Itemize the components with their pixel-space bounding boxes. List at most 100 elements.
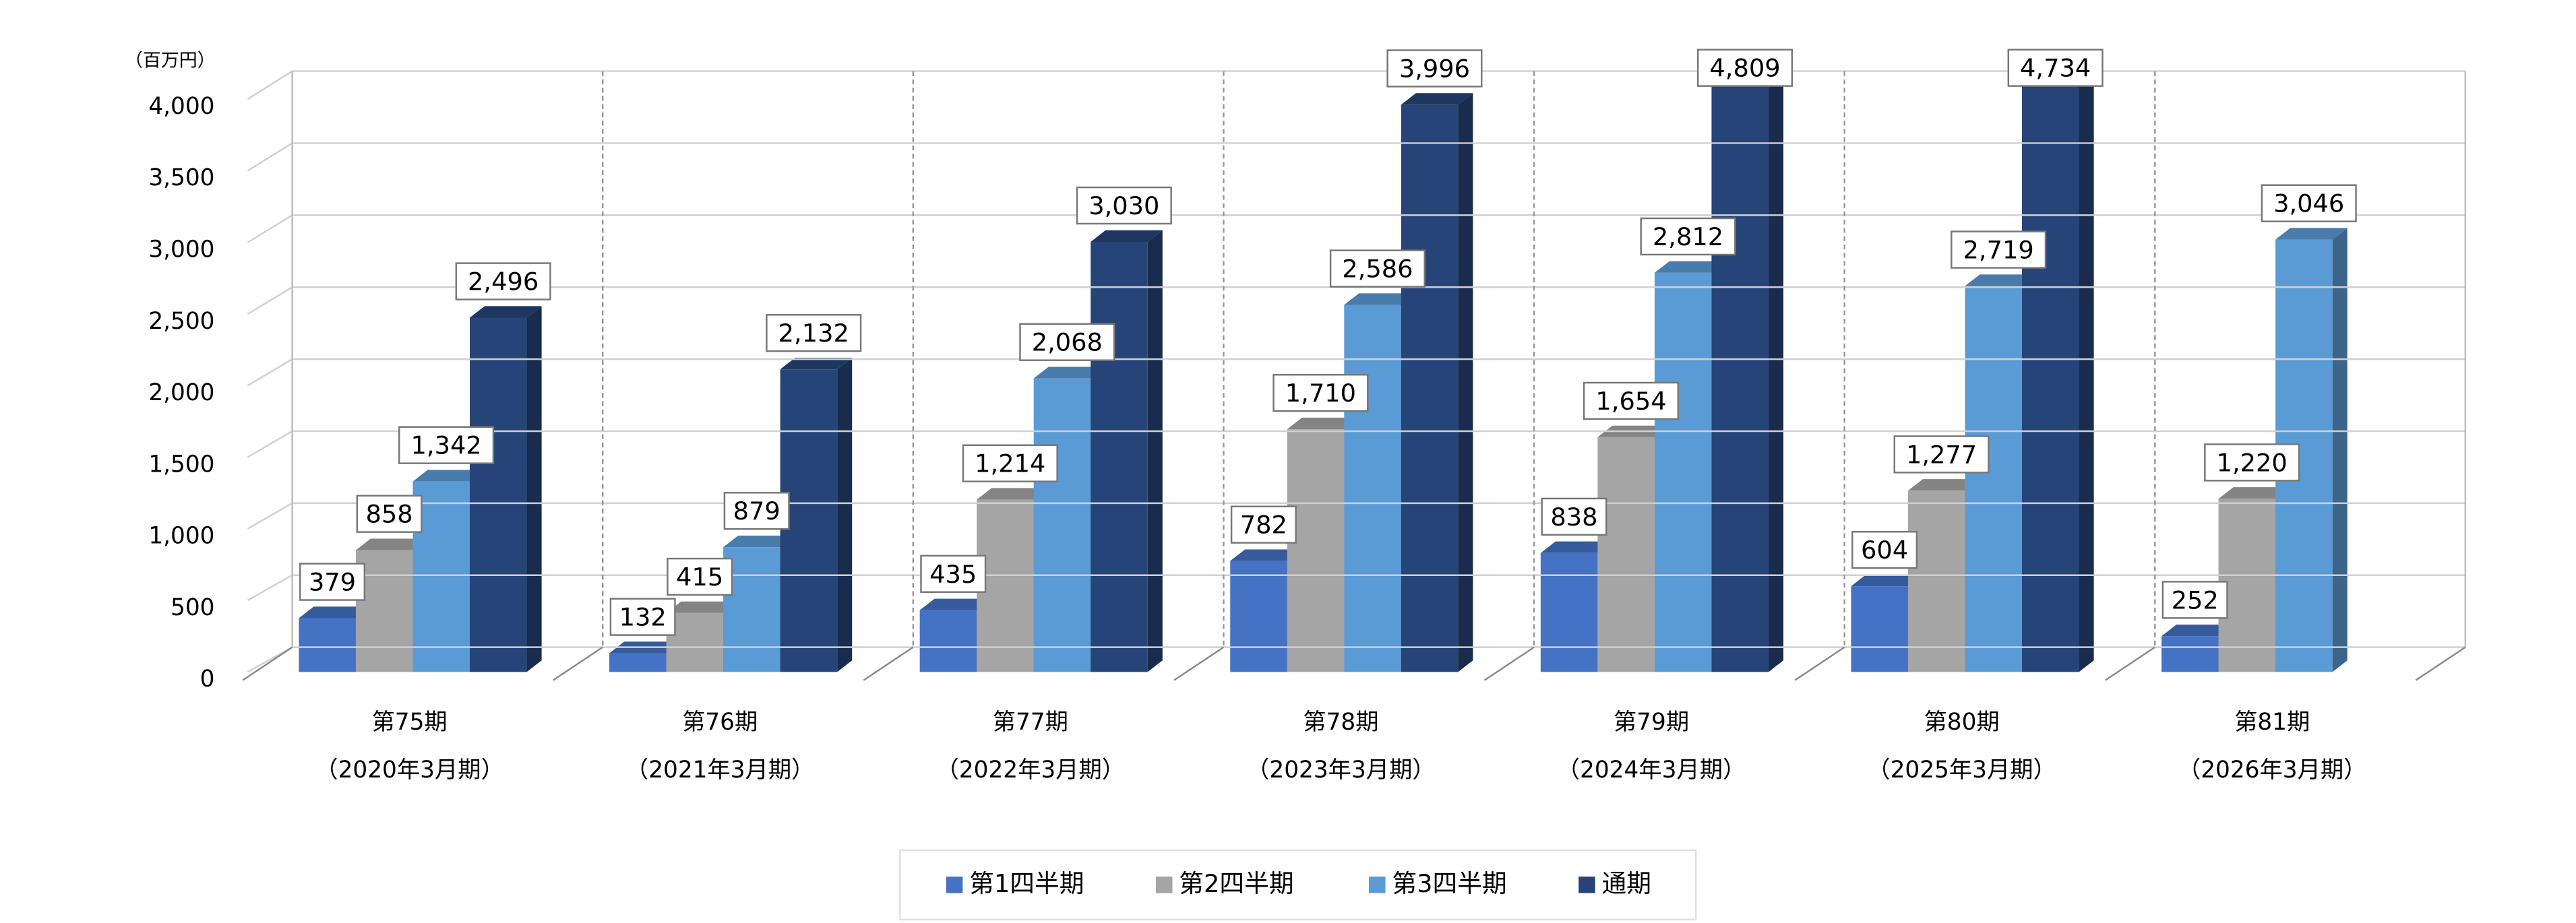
- floor-divider: [1173, 646, 1225, 681]
- bar: [2161, 636, 2219, 672]
- y-tick-label: 2,000: [148, 379, 214, 406]
- floor-divider: [553, 646, 603, 681]
- value-label-box: [1272, 374, 1369, 412]
- value-label-box: [1851, 531, 1918, 569]
- legend-swatch: [1578, 877, 1595, 893]
- value-label-box: [1541, 497, 1607, 536]
- value-label: 1,342: [411, 431, 482, 460]
- value-label: 1,220: [2217, 448, 2288, 477]
- legend-swatch: [1156, 877, 1173, 893]
- bar-top: [1230, 549, 1302, 561]
- value-label-box: [1583, 381, 1680, 420]
- y-tick-label: 3,000: [148, 236, 214, 263]
- value-label: 879: [733, 497, 780, 526]
- grid-line-side: [247, 286, 293, 315]
- bar: [1654, 272, 1712, 672]
- bar: [2022, 81, 2079, 672]
- bar: [1965, 286, 2023, 672]
- unit-label: （百万円）: [125, 50, 216, 71]
- bar: [1091, 241, 1148, 672]
- bar-top: [299, 606, 371, 618]
- value-label-box: [356, 495, 423, 533]
- bar-top: [1907, 479, 1980, 491]
- value-label: 4,734: [2020, 54, 2091, 83]
- bar: [299, 618, 356, 672]
- floor-divider: [2105, 646, 2155, 681]
- value-label: 379: [309, 568, 356, 597]
- bar: [919, 610, 977, 672]
- value-label-box: [1019, 323, 1115, 361]
- value-label: 838: [1550, 503, 1597, 532]
- value-label-box: [1893, 435, 1990, 474]
- floor-divider: [1483, 646, 1535, 681]
- y-tick-label: 1,500: [148, 451, 214, 478]
- value-label-box: [1230, 505, 1297, 544]
- value-label: 2,496: [468, 267, 539, 296]
- x-tick-label: 第76期: [682, 709, 758, 736]
- bar: [609, 653, 667, 672]
- bar-side: [1458, 93, 1473, 672]
- value-label-box: [1386, 49, 1483, 88]
- value-label-box: [455, 262, 551, 300]
- x-tick-label: （2021年3月期）: [625, 757, 815, 784]
- bar-top: [780, 358, 853, 370]
- value-label: 252: [2172, 585, 2219, 614]
- bar: [1597, 437, 1655, 672]
- bar-top: [1654, 261, 1727, 273]
- x-tick-label: （2020年3月期）: [315, 757, 504, 784]
- value-label: 3,996: [1399, 54, 1470, 83]
- grid-line-side: [247, 430, 293, 458]
- bar: [1907, 490, 1965, 672]
- floor-divider: [1794, 646, 1845, 681]
- value-label-box: [2204, 443, 2300, 482]
- bar-top: [470, 306, 542, 318]
- bar-side: [837, 358, 853, 672]
- grid-line-side: [247, 70, 293, 100]
- value-label: 132: [619, 603, 667, 632]
- x-tick-label: 第78期: [1303, 709, 1378, 736]
- x-tick-label: （2024年3月期）: [1557, 757, 1746, 784]
- value-label-box: [1076, 186, 1172, 225]
- bar-top: [666, 601, 739, 613]
- legend-label: 通期: [1601, 869, 1651, 898]
- value-label: 3,030: [1088, 191, 1159, 220]
- bar-top: [1033, 367, 1106, 379]
- legend-swatch: [946, 877, 963, 893]
- value-label-box: [299, 563, 366, 601]
- bar: [1540, 552, 1598, 672]
- bar: [1033, 378, 1091, 672]
- value-label-box: [398, 426, 495, 464]
- x-tick-label: 第75期: [371, 709, 447, 736]
- value-label: 1,214: [975, 449, 1045, 478]
- bar: [1401, 104, 1459, 672]
- value-label-box: [2007, 49, 2104, 87]
- value-label-box: [723, 492, 790, 530]
- grid-line-side: [247, 142, 293, 172]
- value-label: 435: [929, 560, 977, 589]
- bar-top: [977, 488, 1049, 500]
- bar-side: [1147, 230, 1163, 672]
- bar-top: [723, 536, 795, 548]
- x-tick-label: （2026年3月期）: [2178, 757, 2367, 784]
- value-label: 415: [676, 563, 723, 592]
- y-tick-label: 500: [171, 594, 214, 621]
- value-label: 604: [1861, 536, 1908, 565]
- bar: [470, 317, 527, 672]
- bar-top: [1344, 293, 1416, 305]
- x-tick-label: 第77期: [993, 709, 1068, 736]
- value-label-box: [920, 554, 987, 593]
- x-tick-label: （2025年3月期）: [1867, 757, 2056, 784]
- bar-side: [2079, 81, 2094, 672]
- y-tick-label: 1,000: [148, 523, 214, 550]
- bar-top: [1287, 417, 1359, 430]
- bar: [1344, 305, 1401, 672]
- value-label-box: [1696, 49, 1793, 87]
- bar: [1711, 81, 1769, 672]
- legend-label: 第2四半期: [1179, 869, 1293, 898]
- value-label-box: [667, 557, 733, 596]
- y-tick-label: 3,500: [148, 164, 214, 191]
- x-tick-label: 第81期: [2234, 709, 2310, 736]
- value-label: 2,586: [1342, 255, 1413, 284]
